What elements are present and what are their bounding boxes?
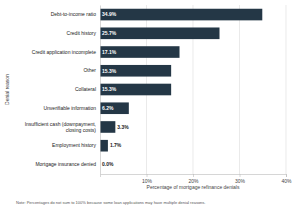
label-line: Other [83,67,96,73]
tick-mark [193,174,194,177]
label-line: Credit history [67,30,97,36]
tick: Employment history [52,142,96,148]
bar [100,84,171,96]
note: Note: Percentages do not sum to 100% bec… [16,200,205,205]
tick-mark [286,174,287,177]
bar [100,9,262,21]
data-label: 15.3% [102,86,117,92]
tick: Other [83,67,96,73]
tick-label: 20% [188,178,199,184]
category-label: Unverifiable information [43,105,96,111]
bar [100,140,108,152]
category-label: Credit application incomplete [32,49,96,55]
tick-label: 30% [235,178,246,184]
data-labels: 34.9% 25.7% 17.1% 15.3% 15.3% 6.2% 3.3% 1.7% 0.0… [102,11,129,167]
label-line: Employment history [52,142,96,148]
tick-label: 10% [142,178,153,184]
data-label: 1.7% [110,142,122,148]
axis-line [100,6,101,175]
tick: Credit history [67,30,97,36]
label-line: Mortgage insurance denied [35,161,96,167]
data-label: 15.3% [102,68,117,74]
data-label: 0.0% [102,161,114,167]
category-label: Other [83,67,96,73]
grid-line [286,5,287,174]
tick-label: 40% [281,178,292,184]
tick: Collateral [75,86,96,92]
data-label: 6.2% [102,105,114,111]
category-label: Debt-to-income ratio [51,11,97,17]
tick: Mortgage insurance denied [35,161,96,167]
data-label: 17.1% [102,49,117,55]
grid-line [239,5,240,174]
label-line: Unverifiable information [43,105,96,111]
label-line: Collateral [75,86,96,92]
bar [100,65,171,77]
data-label: 25.7% [102,30,117,36]
tick: Unverifiable information [43,105,96,111]
tick: 20% [188,174,199,184]
tick: Credit application incomplete [32,49,96,55]
data-label: 34.9% [102,11,117,17]
category-label: Insufficient cash (downpayment,closing c… [25,121,97,133]
label-line: closing costs) [66,127,97,133]
bar [100,121,115,133]
tick-mark [240,174,241,177]
x-axis-title: Percentage of mortgage refinance denials [147,184,240,190]
y-axis-title: Denial reason [4,74,10,105]
tick: 30% [235,174,246,184]
bar [100,46,180,58]
tick: Insufficient cash (downpayment,closing c… [25,121,97,133]
category-label: Employment history [52,142,96,148]
label-line: Debt-to-income ratio [51,11,97,17]
plot: 10% 20% 30% 40% Debt-to-income ratio Credit h… [25,5,292,184]
category-label: Mortgage insurance denied [35,161,96,167]
category-label: Credit history [67,30,97,36]
y-axis: Debt-to-income ratio Credit history Credit… [25,6,101,175]
tick: 40% [281,174,292,184]
data-label: 3.3% [117,124,129,130]
tick: 10% [142,174,153,184]
tick: Debt-to-income ratio [51,11,97,17]
tick-mark [147,174,148,177]
chart: 10% 20% 30% 40% Debt-to-income ratio Credit h… [0,0,300,209]
label-line: Credit application incomplete [32,49,96,55]
category-label: Collateral [75,86,96,92]
bar [100,102,129,114]
bars [100,9,262,152]
x-axis: 10% 20% 30% 40% [101,174,293,184]
bar [100,27,220,39]
